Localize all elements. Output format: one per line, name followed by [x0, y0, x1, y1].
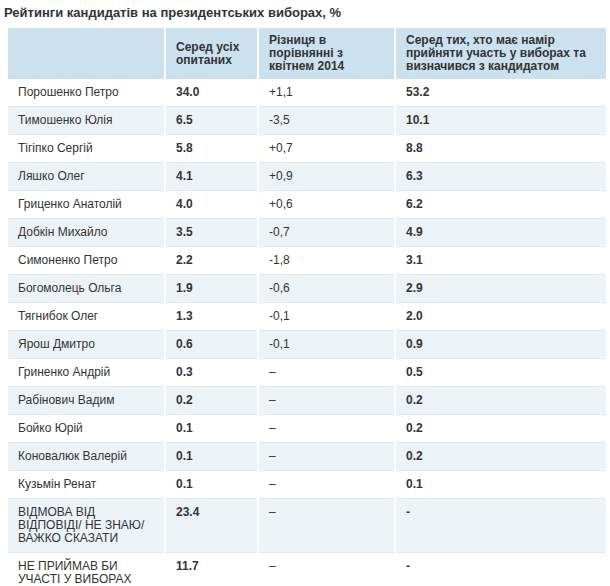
among-decided-cell: 2.9: [395, 275, 606, 303]
among-decided-cell: 0.9: [395, 331, 606, 359]
among-decided-cell: 0.2: [395, 387, 606, 415]
candidate-name-cell: Порошенко Петро: [8, 79, 165, 107]
page: Рейтинги кандидатів на президентських ви…: [0, 5, 610, 586]
among-decided-cell: 6.3: [395, 163, 606, 191]
table-row: Ярош Дмитро 0.6 -0,1 0.9: [8, 331, 606, 359]
candidate-name-cell: Гриненко Андрій: [8, 359, 165, 387]
among-all-cell: 1.3: [165, 303, 258, 331]
diff-april-cell: –: [258, 443, 395, 471]
table-body: Порошенко Петро 34.0 +1,1 53.2 Тимошенко…: [8, 79, 606, 586]
table-row: Гриненко Андрій 0.3 – 0.5: [8, 359, 606, 387]
table-row: Тимошенко Юлія 6.5 -3,5 10.1: [8, 107, 606, 135]
among-decided-cell: -: [395, 499, 606, 553]
candidate-name-cell: Бойко Юрій: [8, 415, 165, 443]
among-decided-cell: 0.5: [395, 359, 606, 387]
table-row: Кузьмін Ренат 0.1 – 0.1: [8, 471, 606, 499]
candidate-name-cell: Гриценко Анатолій: [8, 191, 165, 219]
diff-april-cell: +0,7: [258, 135, 395, 163]
table-row: НЕ ПРИЙМАВ БИ УЧАСТІ У ВИБОРАХ 11.7 – -: [8, 553, 606, 586]
among-all-cell: 11.7: [165, 553, 258, 586]
among-decided-cell: 2.0: [395, 303, 606, 331]
table-row: Симоненко Петро 2.2 -1,8 3.1: [8, 247, 606, 275]
among-decided-cell: 4.9: [395, 219, 606, 247]
among-all-cell: 0.3: [165, 359, 258, 387]
ratings-table: Серед усіх опитаних Різниця в порівнянні…: [8, 28, 606, 586]
diff-april-cell: –: [258, 499, 395, 553]
table-row: Бойко Юрій 0.1 – 0.2: [8, 415, 606, 443]
among-decided-cell: 0.2: [395, 443, 606, 471]
diff-april-cell: -3,5: [258, 107, 395, 135]
diff-april-cell: –: [258, 471, 395, 499]
table-row: Порошенко Петро 34.0 +1,1 53.2: [8, 79, 606, 107]
candidate-name-cell: Симоненко Петро: [8, 247, 165, 275]
table-row: Тігіпко Сергій 5.8 +0,7 8.8: [8, 135, 606, 163]
among-decided-cell: 10.1: [395, 107, 606, 135]
among-all-cell: 0.2: [165, 387, 258, 415]
table-row: Богомолець Ольга 1.9 -0,6 2.9: [8, 275, 606, 303]
diff-april-cell: -0,7: [258, 219, 395, 247]
candidate-name-cell: Тягнибок Олег: [8, 303, 165, 331]
among-all-cell: 0.1: [165, 471, 258, 499]
table-header-row: Серед усіх опитаних Різниця в порівнянні…: [8, 28, 606, 79]
among-all-cell: 0.6: [165, 331, 258, 359]
column-header-among-decided: Серед тих, хто має намір прийняти участь…: [395, 28, 606, 79]
diff-april-cell: -0,1: [258, 331, 395, 359]
among-all-cell: 4.1: [165, 163, 258, 191]
candidate-name-cell: Тігіпко Сергій: [8, 135, 165, 163]
candidate-name-cell: НЕ ПРИЙМАВ БИ УЧАСТІ У ВИБОРАХ: [8, 553, 165, 586]
among-all-cell: 3.5: [165, 219, 258, 247]
table-row: Гриценко Анатолій 4.0 +0,6 6.2: [8, 191, 606, 219]
table-row: Ляшко Олег 4.1 +0,9 6.3: [8, 163, 606, 191]
diff-april-cell: –: [258, 415, 395, 443]
candidate-name-cell: ВІДМОВА ВІД ВІДПОВІДІ/ НЕ ЗНАЮ/ ВАЖКО СК…: [8, 499, 165, 553]
among-all-cell: 0.1: [165, 415, 258, 443]
table-row: Рабінович Вадим 0.2 – 0.2: [8, 387, 606, 415]
among-all-cell: 34.0: [165, 79, 258, 107]
column-header-diff-april: Різниця в порівнянні з квітнем 2014: [258, 28, 395, 79]
among-decided-cell: 6.2: [395, 191, 606, 219]
candidate-name-cell: Ляшко Олег: [8, 163, 165, 191]
among-decided-cell: 0.1: [395, 471, 606, 499]
candidate-name-cell: Кузьмін Ренат: [8, 471, 165, 499]
table-row: Добкін Михайло 3.5 -0,7 4.9: [8, 219, 606, 247]
among-all-cell: 6.5: [165, 107, 258, 135]
page-title: Рейтинги кандидатів на президентських ви…: [4, 5, 610, 20]
diff-april-cell: -0,1: [258, 303, 395, 331]
diff-april-cell: +0,6: [258, 191, 395, 219]
column-header-candidate: [8, 28, 165, 79]
candidate-name-cell: Добкін Михайло: [8, 219, 165, 247]
table-row: ВІДМОВА ВІД ВІДПОВІДІ/ НЕ ЗНАЮ/ ВАЖКО СК…: [8, 499, 606, 553]
among-decided-cell: 3.1: [395, 247, 606, 275]
among-all-cell: 5.8: [165, 135, 258, 163]
candidate-name-cell: Ярош Дмитро: [8, 331, 165, 359]
diff-april-cell: –: [258, 553, 395, 586]
candidate-name-cell: Тимошенко Юлія: [8, 107, 165, 135]
among-decided-cell: 0.2: [395, 415, 606, 443]
diff-april-cell: –: [258, 387, 395, 415]
among-decided-cell: 53.2: [395, 79, 606, 107]
diff-april-cell: +1,1: [258, 79, 395, 107]
diff-april-cell: -1,8: [258, 247, 395, 275]
among-decided-cell: -: [395, 553, 606, 586]
among-all-cell: 4.0: [165, 191, 258, 219]
among-all-cell: 0.1: [165, 443, 258, 471]
diff-april-cell: -0,6: [258, 275, 395, 303]
among-all-cell: 2.2: [165, 247, 258, 275]
candidate-name-cell: Коновалюк Валерій: [8, 443, 165, 471]
diff-april-cell: –: [258, 359, 395, 387]
table-header: Серед усіх опитаних Різниця в порівнянні…: [8, 28, 606, 79]
table-row: Тягнибок Олег 1.3 -0,1 2.0: [8, 303, 606, 331]
candidate-name-cell: Рабінович Вадим: [8, 387, 165, 415]
column-header-among-all: Серед усіх опитаних: [165, 28, 258, 79]
among-all-cell: 23.4: [165, 499, 258, 553]
among-decided-cell: 8.8: [395, 135, 606, 163]
among-all-cell: 1.9: [165, 275, 258, 303]
candidate-name-cell: Богомолець Ольга: [8, 275, 165, 303]
diff-april-cell: +0,9: [258, 163, 395, 191]
table-row: Коновалюк Валерій 0.1 – 0.2: [8, 443, 606, 471]
